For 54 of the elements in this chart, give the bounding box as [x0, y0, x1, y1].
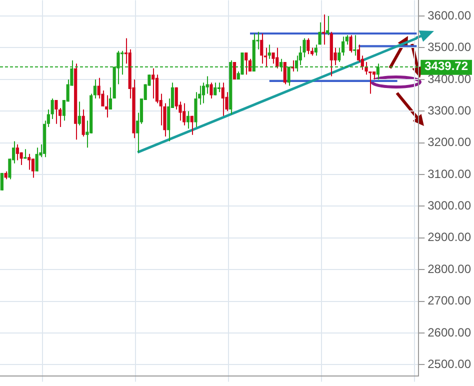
candlestick — [318, 22, 322, 46]
y-tick-label: 3000.00 — [428, 198, 472, 213]
candlestick — [210, 82, 213, 99]
candlestick — [214, 82, 217, 96]
candlestick — [186, 110, 190, 130]
candlestick — [221, 82, 224, 116]
candlestick — [50, 98, 54, 120]
candlestick — [314, 44, 318, 56]
y-tick-label: 3300.00 — [428, 103, 472, 118]
candlestick — [260, 32, 264, 64]
candlestick — [194, 92, 198, 128]
candlestick — [105, 94, 108, 118]
y-tick-label: 2700.00 — [428, 294, 472, 308]
candlestick — [244, 52, 248, 76]
y-tick-label: 3400.00 — [428, 72, 472, 86]
y-tick-label: 3500.00 — [428, 40, 472, 54]
y-tick-label: 3200.00 — [428, 135, 472, 150]
candlestick — [182, 102, 186, 126]
candlestick — [78, 101, 82, 126]
candlestick — [272, 52, 275, 64]
candlestick — [349, 34, 352, 53]
candlestick — [322, 14, 326, 46]
candlestick — [54, 100, 58, 124]
candlestick — [306, 38, 310, 55]
candlestick — [31, 158, 34, 178]
y-tick-label: 2600.00 — [428, 325, 472, 340]
y-tick-label: 2800.00 — [428, 262, 472, 276]
candlestick — [276, 47, 279, 69]
candlestick — [152, 68, 155, 99]
candlestick — [28, 153, 31, 170]
y-tick-label: 2900.00 — [428, 230, 472, 244]
y-tick-label: 3100.00 — [428, 166, 472, 181]
candlestick — [283, 62, 286, 85]
candlestick — [58, 107, 62, 128]
candlestick — [16, 144, 19, 161]
candlestick — [326, 16, 330, 36]
candlestick — [108, 86, 112, 110]
y-tick-label: 2500.00 — [428, 357, 472, 372]
candlestick — [353, 34, 356, 56]
candlestick — [174, 86, 178, 110]
candlestick — [0, 172, 4, 191]
y-tick-label: 3600.00 — [428, 8, 472, 22]
candlestick — [202, 82, 206, 104]
candlestick — [356, 44, 360, 63]
candlestick — [82, 109, 85, 137]
candlestick — [232, 62, 236, 80]
candlestick — [20, 152, 23, 166]
candlestick — [206, 76, 209, 94]
ref-line-label: 3439.72 — [424, 59, 468, 74]
candlestick — [190, 115, 194, 136]
candlestick — [268, 44, 271, 60]
candlestick — [217, 82, 221, 93]
candlestick — [93, 78, 97, 99]
candlestick — [35, 147, 38, 172]
